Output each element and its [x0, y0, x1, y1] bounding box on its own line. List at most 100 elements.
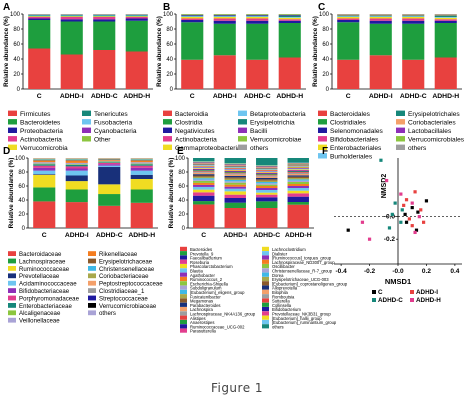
bar-segment — [98, 162, 121, 165]
bar-segment — [287, 186, 309, 188]
legend-item: Streptococcaceae — [88, 295, 148, 302]
legend-label: Fusicatenibacter — [190, 294, 221, 299]
legend-item: Alloprevotella — [262, 285, 298, 291]
legend-swatch — [396, 136, 405, 142]
scatter-point — [416, 210, 420, 214]
bar-segment — [287, 188, 309, 191]
bar-segment — [278, 17, 301, 18]
bar-segment — [130, 170, 153, 175]
legend-item: Coriobacteriales — [396, 119, 456, 127]
bar-segment — [256, 194, 278, 198]
legend-item: [Eubacterium]_eligens_group — [180, 289, 245, 295]
bar-segment — [337, 14, 360, 16]
legend-swatch — [180, 302, 187, 307]
legend-item: Alistipes — [180, 315, 206, 321]
bar-segment — [33, 160, 56, 163]
x-tick-label: ADHD-H — [123, 93, 150, 100]
legend-label: Verrucomicrobiae — [250, 137, 302, 144]
scatter-point — [414, 228, 419, 232]
bar-segment — [278, 23, 301, 58]
legend-swatch — [8, 280, 16, 286]
bar-segment — [130, 174, 153, 179]
bar-segment — [402, 17, 425, 19]
legend-label: [Eubacterium]_hallii_group — [272, 316, 322, 321]
legend-item: Bacteroidales — [318, 110, 371, 118]
legend-swatch — [180, 319, 187, 325]
bar-segment — [402, 59, 425, 89]
legend-item: Ruminococcaceae — [8, 266, 70, 273]
bar-segment — [93, 21, 116, 50]
legend-swatch — [262, 289, 269, 294]
legend-swatch — [8, 258, 16, 264]
legend-label: Burholderiales — [330, 154, 373, 161]
legend-item: Erysipelotrichia — [238, 119, 295, 127]
legend-swatch — [262, 294, 269, 299]
bar-segment — [33, 160, 56, 161]
bar-segment — [193, 167, 215, 169]
legend-swatch — [318, 119, 327, 125]
legend-label: Tenericutes — [94, 111, 128, 118]
legend-item: Lachnospiraceae_ND3007_group — [262, 259, 335, 265]
legend-swatch — [262, 251, 269, 256]
bar-segment — [130, 179, 153, 190]
bar-segment — [65, 202, 88, 228]
bar-segment — [93, 14, 116, 16]
bar-segment — [224, 172, 246, 173]
legend-swatch — [8, 119, 17, 125]
bar-segment — [224, 184, 246, 187]
bar-segment — [193, 169, 215, 171]
legend-item: Rikenellaceae — [88, 251, 138, 258]
bar-segment — [224, 174, 246, 176]
bar-segment — [98, 184, 121, 195]
bar-segment — [337, 59, 360, 89]
y-tick-label: 80 — [166, 27, 173, 33]
legend-swatch — [262, 324, 269, 329]
y-axis-label: Relative abundance (%) — [312, 16, 319, 87]
scatter-point — [390, 212, 394, 216]
bar-segment — [224, 168, 246, 169]
legend-item: [Eubacterium]_coprostanoligenes_group — [262, 281, 348, 286]
x-tick-label: C — [37, 93, 42, 100]
legend-label: Escherichia-Shigella — [190, 281, 229, 286]
bar-segment — [246, 59, 269, 89]
bar-segment — [33, 162, 56, 164]
legend-swatch — [410, 290, 414, 294]
legend-label: Other — [94, 137, 111, 144]
bar-segment — [256, 182, 278, 184]
bar-segment — [287, 190, 309, 194]
legend-item: Bacteroides — [180, 246, 212, 252]
legend-item: Parasutterella — [180, 328, 217, 334]
bar-segment — [65, 189, 88, 203]
legend-item: Enterobacteriaceae — [8, 303, 72, 310]
legend-item: Bacteroidia — [163, 110, 208, 118]
bar-segment — [60, 21, 83, 55]
bar-segment — [434, 19, 457, 21]
x-tick-label: ADHD-C — [253, 232, 280, 239]
bar-segment — [28, 18, 51, 20]
bar-segment — [256, 178, 278, 180]
bar-segment — [256, 174, 278, 175]
bar-segment — [337, 16, 360, 17]
bar-segment — [65, 168, 88, 171]
bar-segment — [246, 16, 269, 17]
bar-segment — [224, 181, 246, 183]
scatter-point — [413, 230, 417, 235]
x-tick-label: ADHD-C — [244, 93, 271, 100]
bar-segment — [130, 160, 153, 163]
legend-label: Actinobacteria — [175, 137, 217, 144]
legend-label: Verrucomicrobia — [20, 145, 68, 152]
bar-segment — [213, 14, 236, 15]
legend-item: Verrucomicrobia — [8, 144, 68, 152]
legend-swatch — [88, 258, 96, 264]
bar-segment — [337, 15, 360, 17]
bar-segment — [278, 57, 301, 89]
legend-label: Firmicutes — [20, 111, 51, 118]
scatter-point — [410, 224, 414, 228]
bar-segment — [224, 180, 246, 182]
legend-label: Sutterella — [272, 299, 290, 304]
legend-label: Alcaligenaceae — [19, 310, 61, 317]
bar-segment — [224, 188, 246, 192]
legend-item: Lachnoclostridium — [262, 246, 306, 252]
